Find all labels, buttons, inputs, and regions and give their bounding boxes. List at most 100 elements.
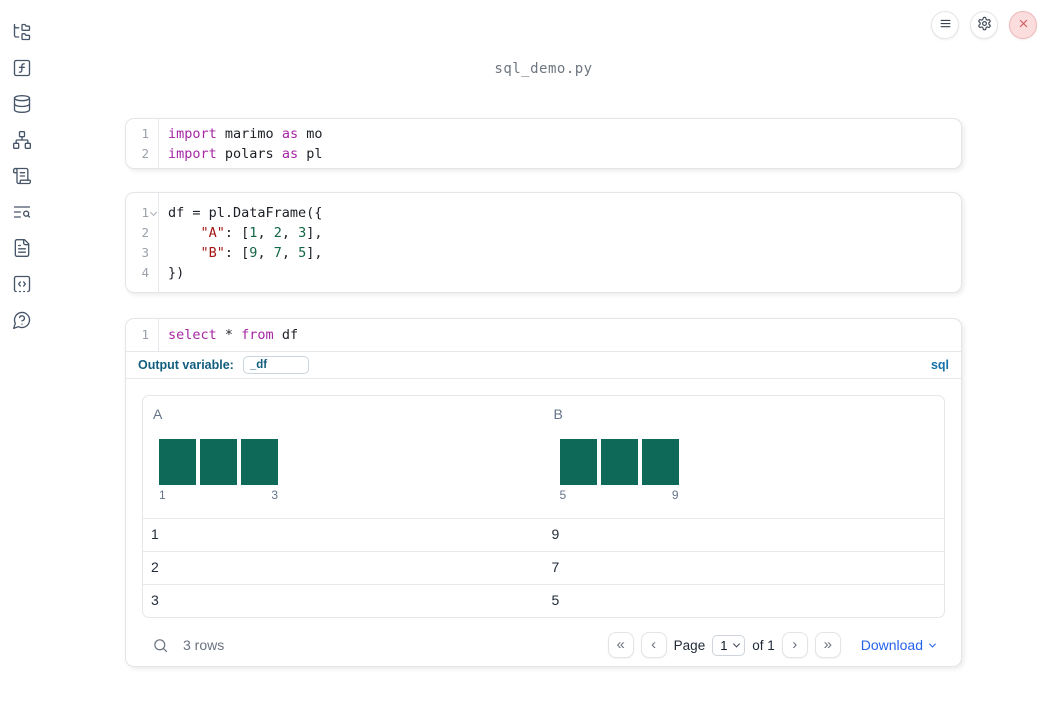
search-icon[interactable] [152,637,169,654]
code-token: "A" [200,225,225,241]
page-label: Page [673,637,706,653]
sidebar-item-file-explorer[interactable] [0,15,44,51]
cell-output: A 1 3 B 5 9 [126,379,961,665]
code-token: 1 [249,225,258,241]
code-line: 2 import polars as pl [126,144,961,164]
column-name: B [553,406,563,422]
download-button[interactable]: Download [860,637,937,653]
table-row: 2 7 [143,551,944,584]
histogram-bar [641,439,679,485]
code-token [168,245,201,261]
code-editor[interactable]: 1 import marimo as mo 2 import polars as… [126,119,961,168]
code-token: marimo [216,126,282,142]
gear-icon [977,16,992,34]
next-page-button[interactable]: › [781,632,808,658]
scroll-icon [12,166,32,189]
table-cell: 9 [551,526,560,542]
line-number: 2 [141,225,149,240]
code-token: : [ [224,245,250,261]
download-label: Download [860,637,923,653]
code-token: df [273,327,299,343]
code-line: 2 "A": [1, 2, 3], [126,223,961,243]
settings-button[interactable] [970,11,998,39]
page-select[interactable]: 1 [712,634,746,656]
sidebar-item-dependencies[interactable] [0,123,44,159]
code-token: mo [298,126,323,142]
sidebar-item-logs[interactable] [0,195,44,231]
code-line: 1 df = pl.DataFrame({ [126,203,961,223]
code-square-icon [12,274,32,297]
code-token: as [281,146,299,162]
code-token: as [281,126,299,142]
column-header-b[interactable]: B 5 9 [544,396,945,518]
code-token: import [168,126,217,142]
code-token: import [168,146,217,162]
table-cell: 3 [151,592,159,608]
line-number: 1 [141,205,149,220]
sidebar-item-variables[interactable] [0,51,44,87]
code-token: ], [306,245,323,261]
sidebar-item-documentation[interactable] [0,231,44,267]
function-square-icon [12,58,32,81]
code-cell-imports: 1 import marimo as mo 2 import polars as… [125,118,962,169]
last-page-button[interactable]: » [814,632,841,658]
code-token: , [281,245,299,261]
line-number: 1 [141,327,149,342]
code-line: 3 "B": [9, 7, 5], [126,243,961,263]
code-token: 7 [273,245,282,261]
sql-editor[interactable]: 1 select * from df [126,319,961,351]
code-token: }) [168,265,185,281]
code-token: * [216,327,242,343]
table-row: 3 5 [143,584,944,617]
histogram-bar [241,439,278,485]
sql-cell: 1 select * from df Output variable: sql … [125,318,962,667]
sidebar-item-help[interactable] [0,303,44,339]
sql-language-badge[interactable]: sql [930,358,949,372]
code-token: ], [306,225,323,241]
code-token: df = pl.DataFrame({ [168,205,323,221]
histogram-bar [159,439,196,485]
helper-panel-sidebar [0,15,44,339]
code-line: 4 }) [126,263,961,283]
code-editor[interactable]: 1 df = pl.DataFrame({ 2 "A": [1, 2, 3], … [126,193,961,292]
prev-page-button[interactable]: ‹ [640,632,667,658]
table-cell: 2 [151,559,159,575]
menu-button[interactable] [931,11,959,39]
file-text-icon [12,238,32,261]
table-header: A 1 3 B 5 9 [143,396,944,518]
first-page-button[interactable]: « [607,632,634,658]
histogram-a [159,439,534,485]
notebook-main: sql_demo.py 1 import marimo as mo 2 impo… [125,0,962,713]
code-line: 1 import marimo as mo [126,124,961,144]
histogram-min-label: 1 [159,488,166,502]
histogram-max-label: 9 [671,488,679,502]
code-token: , [257,225,274,241]
line-number: 1 [141,126,149,141]
code-token: polars [216,146,282,162]
code-token: 2 [273,225,282,241]
dataframe-table: A 1 3 B 5 9 [142,395,945,618]
line-number: 3 [141,245,149,260]
sidebar-item-snippets[interactable] [0,267,44,303]
histogram-bar [200,439,237,485]
shutdown-button[interactable] [1009,11,1037,39]
sidebar-item-scratchpad[interactable] [0,159,44,195]
code-cell-dataframe: 1 df = pl.DataFrame({ 2 "A": [1, 2, 3], … [125,192,962,293]
code-token [168,225,201,241]
sidebar-item-data-sources[interactable] [0,87,44,123]
folder-tree-icon [12,22,32,45]
notebook-toolbar [931,11,1037,39]
table-row: 1 9 [143,518,944,551]
output-variable-input[interactable] [242,356,309,374]
code-token: pl [298,146,323,162]
code-token: , [281,225,299,241]
close-x-icon [1016,16,1031,34]
text-search-icon [12,202,32,225]
output-variable-label: Output variable: [138,358,234,372]
code-token: 3 [298,225,307,241]
histogram-bar [600,439,638,485]
chevron-down-icon [928,640,937,648]
line-number: 4 [141,265,149,280]
column-header-a[interactable]: A 1 3 [143,396,544,518]
